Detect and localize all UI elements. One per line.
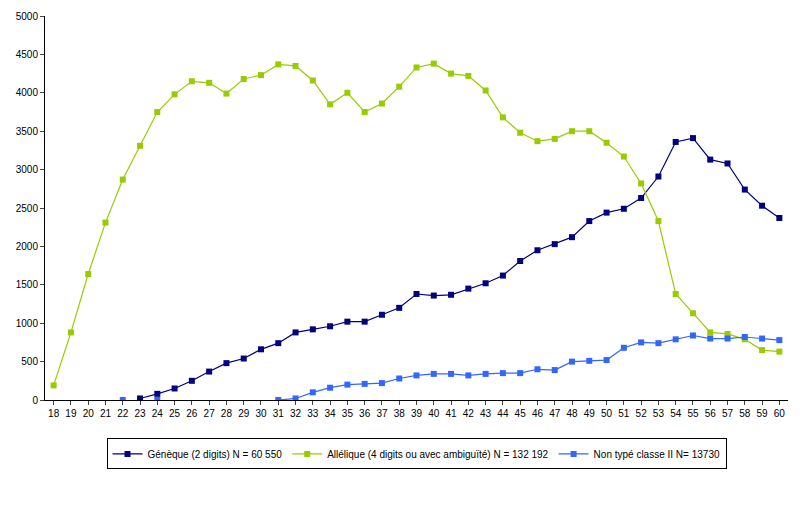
svg-text:33: 33: [307, 408, 319, 419]
svg-text:1500: 1500: [16, 279, 39, 290]
svg-text:40: 40: [428, 408, 440, 419]
svg-text:0: 0: [32, 395, 38, 406]
svg-text:48: 48: [566, 408, 578, 419]
svg-text:35: 35: [342, 408, 354, 419]
svg-text:56: 56: [705, 408, 717, 419]
svg-text:50: 50: [601, 408, 613, 419]
svg-text:47: 47: [549, 408, 561, 419]
svg-text:39: 39: [411, 408, 423, 419]
svg-text:20: 20: [83, 408, 95, 419]
svg-text:59: 59: [757, 408, 769, 419]
svg-text:19: 19: [65, 408, 77, 419]
svg-text:44: 44: [497, 408, 509, 419]
svg-text:36: 36: [359, 408, 371, 419]
svg-text:45: 45: [515, 408, 527, 419]
svg-text:23: 23: [134, 408, 146, 419]
svg-text:38: 38: [394, 408, 406, 419]
svg-text:51: 51: [618, 408, 630, 419]
svg-text:54: 54: [670, 408, 682, 419]
svg-text:Allélique (4 digits ou avec am: Allélique (4 digits ou avec ambiguïté) N…: [327, 449, 548, 460]
svg-text:46: 46: [532, 408, 544, 419]
svg-text:30: 30: [255, 408, 267, 419]
svg-text:53: 53: [653, 408, 665, 419]
svg-text:43: 43: [480, 408, 492, 419]
svg-text:21: 21: [100, 408, 112, 419]
svg-text:32: 32: [290, 408, 302, 419]
svg-text:2500: 2500: [16, 203, 39, 214]
svg-text:27: 27: [204, 408, 216, 419]
svg-text:500: 500: [21, 356, 38, 367]
svg-text:52: 52: [636, 408, 648, 419]
svg-text:31: 31: [273, 408, 285, 419]
svg-text:49: 49: [584, 408, 596, 419]
svg-text:37: 37: [376, 408, 388, 419]
svg-text:57: 57: [722, 408, 734, 419]
svg-text:4000: 4000: [16, 87, 39, 98]
svg-text:4500: 4500: [16, 49, 39, 60]
svg-text:28: 28: [221, 408, 233, 419]
svg-text:41: 41: [445, 408, 457, 419]
svg-text:34: 34: [325, 408, 337, 419]
svg-text:60: 60: [774, 408, 786, 419]
svg-text:5000: 5000: [16, 11, 39, 22]
svg-text:Génèque (2 digits) N = 60 550: Génèque (2 digits) N = 60 550: [148, 449, 283, 460]
svg-text:3000: 3000: [16, 164, 39, 175]
svg-text:25: 25: [169, 408, 181, 419]
svg-text:22: 22: [117, 408, 129, 419]
svg-text:29: 29: [238, 408, 250, 419]
svg-text:58: 58: [739, 408, 751, 419]
svg-text:42: 42: [463, 408, 475, 419]
svg-text:18: 18: [48, 408, 60, 419]
svg-text:3500: 3500: [16, 126, 39, 137]
svg-text:55: 55: [687, 408, 699, 419]
svg-text:1000: 1000: [16, 318, 39, 329]
svg-text:Non typé classe II N= 13730: Non typé classe II N= 13730: [594, 449, 720, 460]
svg-text:2000: 2000: [16, 241, 39, 252]
svg-text:24: 24: [152, 408, 164, 419]
svg-text:26: 26: [186, 408, 198, 419]
